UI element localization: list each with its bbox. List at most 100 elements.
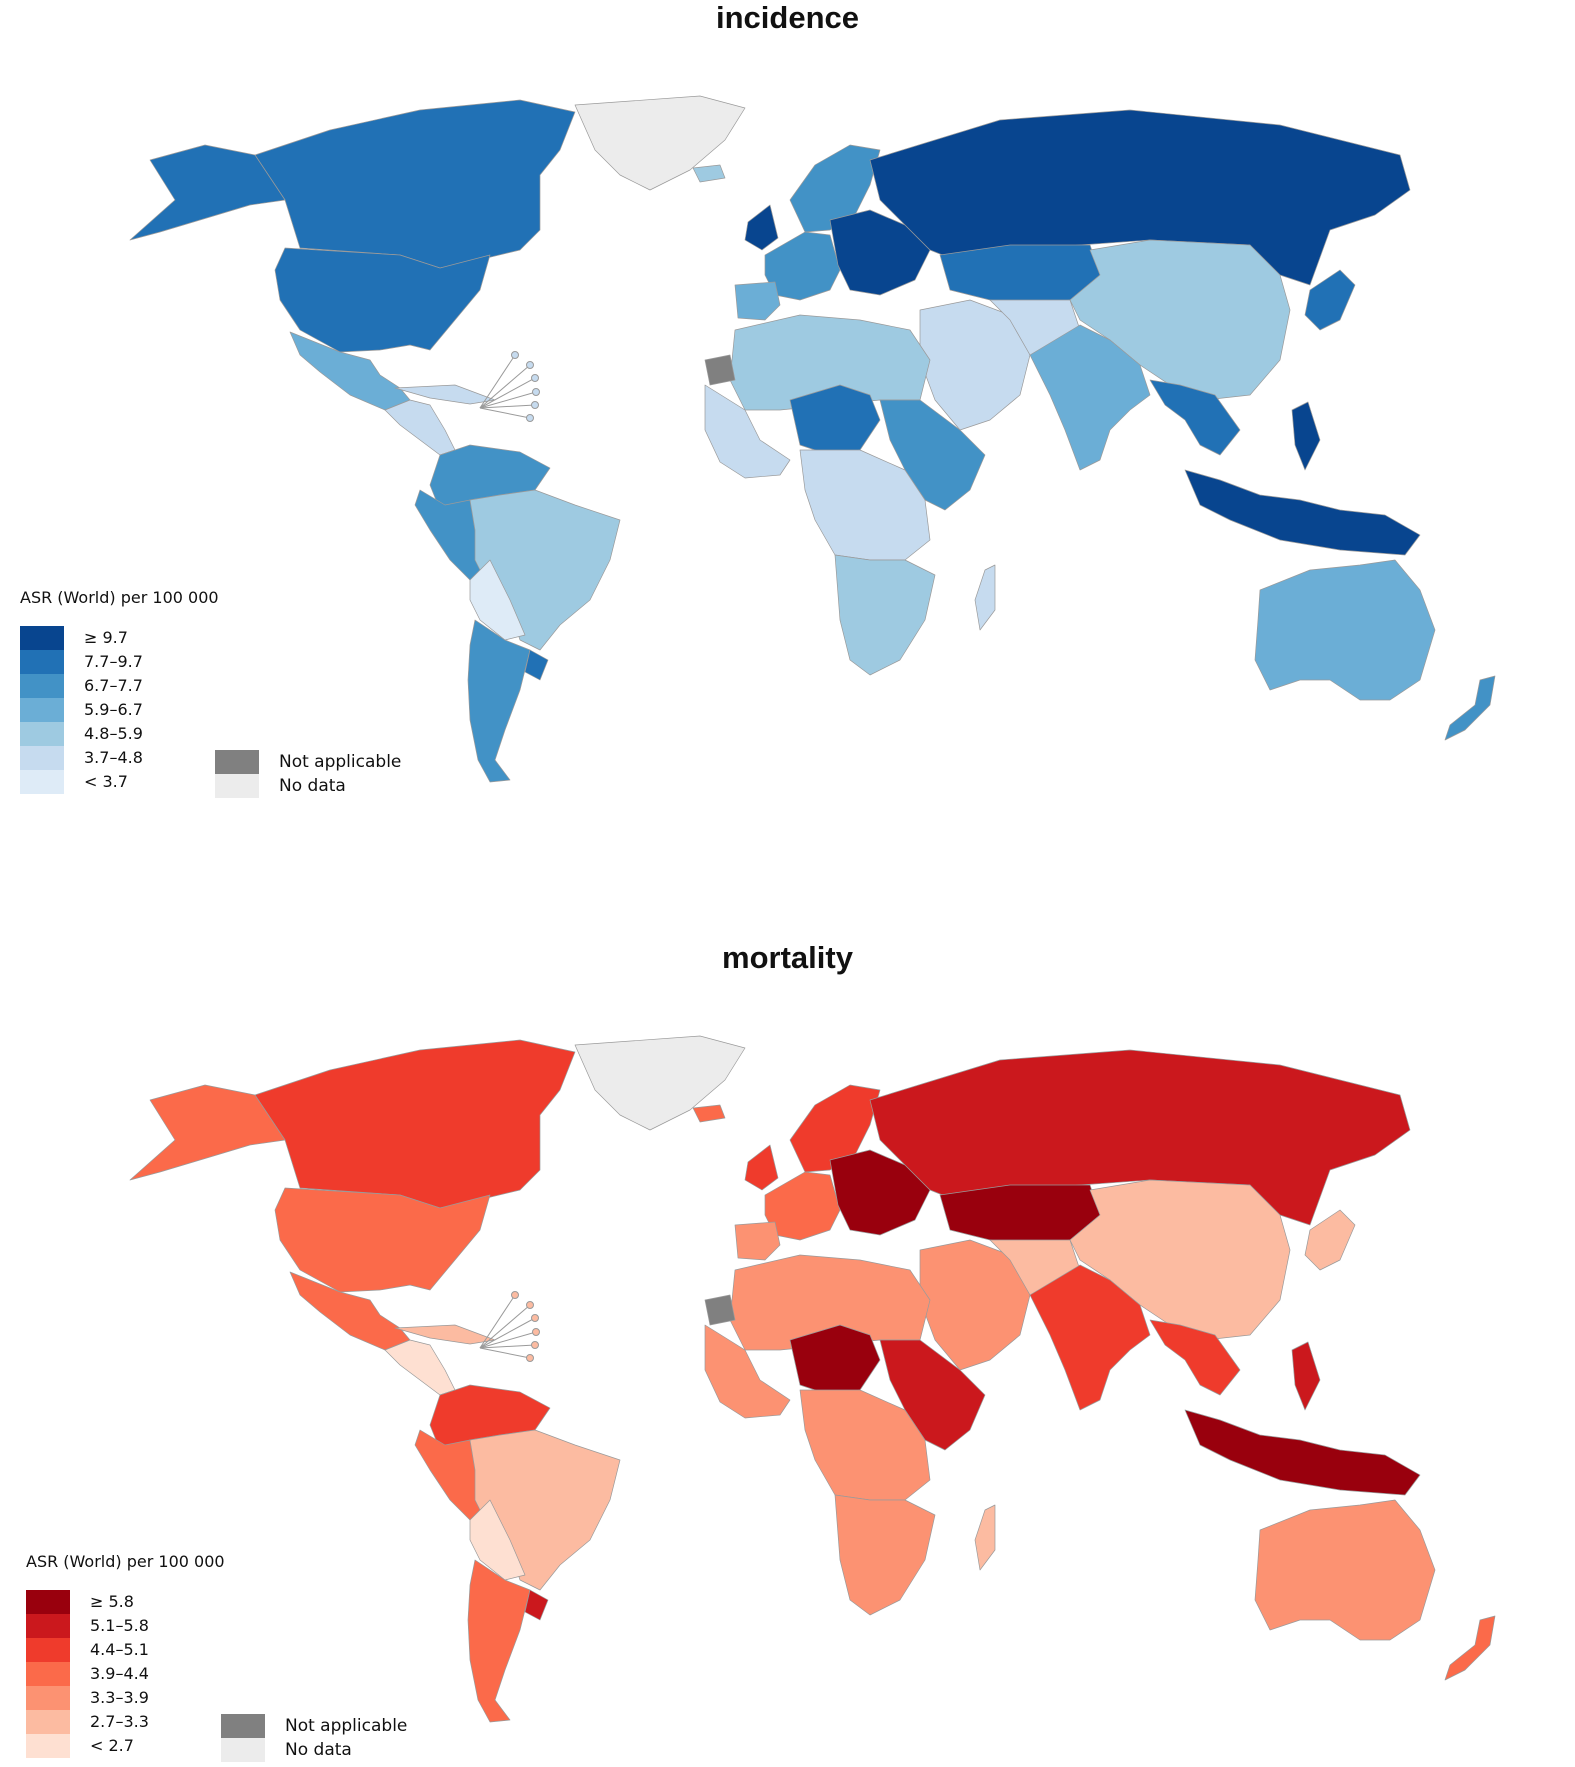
legend-item: ≥ 5.8	[26, 1590, 226, 1614]
island-callout-lines	[479, 351, 540, 422]
country-new-zealand	[1444, 1615, 1496, 1681]
country-west-africa	[704, 384, 791, 479]
legend-swatch	[26, 1590, 70, 1614]
legend-swatch	[20, 626, 64, 650]
legend-label: 2.7–3.3	[90, 1712, 149, 1731]
legend-label: 4.4–5.1	[90, 1640, 149, 1659]
world-choropleth-map	[129, 95, 1496, 783]
legend-item: No data	[221, 1738, 441, 1762]
legend-item: 3.3–3.9	[26, 1686, 226, 1710]
country-southeast-asia	[1149, 379, 1241, 456]
legend-label: 4.8–5.9	[84, 724, 143, 743]
legend-swatch	[26, 1614, 70, 1638]
legend-label: Not applicable	[285, 1716, 408, 1736]
legend-title: ASR (World) per 100 000	[26, 1552, 225, 1571]
country-argentina-chile	[467, 1559, 531, 1723]
country-australia	[1254, 559, 1436, 701]
legend-label: 3.3–3.9	[90, 1688, 149, 1707]
country-sahel	[789, 1324, 881, 1396]
country-canada	[254, 99, 576, 269]
country-eastern-europe	[829, 209, 931, 296]
country-iberia	[734, 281, 781, 321]
country-eastern-europe	[829, 1149, 931, 1236]
legend-swatch	[26, 1662, 70, 1686]
legend-item: < 2.7	[26, 1734, 226, 1758]
country-usa	[274, 247, 491, 353]
country-indonesia-png	[1184, 1409, 1421, 1496]
country-central-america	[384, 399, 456, 456]
legend-label: No data	[285, 1740, 352, 1760]
legend-swatch	[20, 674, 64, 698]
legend-swatch	[215, 774, 259, 798]
legend-item: 4.4–5.1	[26, 1638, 226, 1662]
country-east-africa	[879, 1339, 986, 1451]
country-southeast-asia	[1149, 1319, 1241, 1396]
legend-item: 3.7–4.8	[20, 746, 220, 770]
legend-label: < 3.7	[84, 772, 128, 791]
legend-swatch	[20, 698, 64, 722]
country-west-africa	[704, 1324, 791, 1419]
country-sahel	[789, 384, 881, 456]
legend-item: Not applicable	[215, 750, 435, 774]
country-middle-east	[919, 1239, 1031, 1371]
country-iberia	[734, 1221, 781, 1261]
country-western-sahara	[704, 1294, 736, 1326]
legend-label: Not applicable	[279, 752, 402, 772]
country-iceland	[692, 164, 726, 183]
country-philippines	[1291, 1341, 1321, 1411]
country-caribbean	[394, 1324, 496, 1345]
legend-swatch	[221, 1714, 265, 1738]
country-iceland	[692, 1104, 726, 1123]
legend-swatch	[221, 1738, 265, 1762]
legend-swatch	[20, 746, 64, 770]
mortality-map-panel: mortality ASR (World) per 100 000 ≥ 5.8 5…	[0, 940, 1575, 1767]
country-argentina-chile	[467, 619, 531, 783]
map-title: mortality	[722, 940, 853, 975]
country-madagascar	[974, 1504, 996, 1571]
country-southern-africa	[834, 1494, 936, 1616]
legend-label: 7.7–9.7	[84, 652, 143, 671]
legend-label: 3.7–4.8	[84, 748, 143, 767]
country-southern-africa	[834, 554, 936, 676]
country-scandinavia	[789, 144, 881, 233]
country-bolivia-paraguay	[469, 559, 526, 641]
legend-item: 3.9–4.4	[26, 1662, 226, 1686]
legend-label: 6.7–7.7	[84, 676, 143, 695]
legend-swatch	[26, 1638, 70, 1662]
legend-swatch	[20, 770, 64, 794]
country-greenland	[574, 1035, 746, 1131]
country-new-zealand	[1444, 675, 1496, 741]
country-alaska	[129, 1084, 286, 1181]
legend-item: ≥ 9.7	[20, 626, 220, 650]
country-east-africa	[879, 399, 986, 511]
legend-title: ASR (World) per 100 000	[20, 588, 219, 607]
country-bolivia-paraguay	[469, 1499, 526, 1581]
legend-label: 5.9–6.7	[84, 700, 143, 719]
country-western-europe	[764, 1171, 841, 1241]
legend-item: 2.7–3.3	[26, 1710, 226, 1734]
country-india-region	[1029, 324, 1151, 471]
legend-swatch	[20, 722, 64, 746]
country-western-sahara	[704, 354, 736, 386]
legend-item: Not applicable	[221, 1714, 441, 1738]
country-uk-ireland	[744, 204, 779, 251]
country-canada	[254, 1039, 576, 1209]
legend-label: 3.9–4.4	[90, 1664, 149, 1683]
legend-item: 5.1–5.8	[26, 1614, 226, 1638]
country-madagascar	[974, 564, 996, 631]
legend-item: 5.9–6.7	[20, 698, 220, 722]
legend-item: < 3.7	[20, 770, 220, 794]
country-alaska	[129, 144, 286, 241]
country-india-region	[1029, 1264, 1151, 1411]
map-title: incidence	[716, 0, 859, 35]
legend-item: 7.7–9.7	[20, 650, 220, 674]
country-central-america	[384, 1339, 456, 1396]
country-middle-east	[919, 299, 1031, 431]
country-caribbean	[394, 384, 496, 405]
world-choropleth-map	[129, 1035, 1496, 1723]
country-scandinavia	[789, 1084, 881, 1173]
country-japan-korea	[1304, 1209, 1356, 1271]
legend-swatch	[215, 750, 259, 774]
legend-swatch	[26, 1686, 70, 1710]
legend-label: 5.1–5.8	[90, 1616, 149, 1635]
